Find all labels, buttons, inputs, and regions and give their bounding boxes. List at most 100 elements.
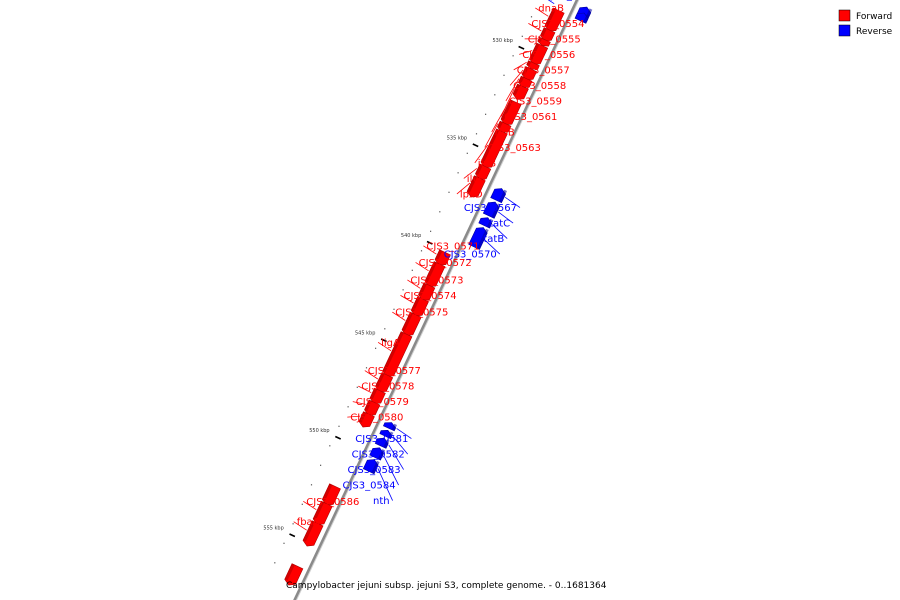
- gene-features: [284, 6, 593, 586]
- gene-shade: [522, 66, 529, 76]
- cjs3_0563-label: CJS3_0563: [488, 143, 541, 154]
- minor-tick-dot: [420, 250, 423, 252]
- gene-shade: [501, 99, 513, 121]
- gene-shade: [377, 449, 386, 461]
- label-leader-line: [400, 295, 414, 304]
- gene-shade: [540, 27, 547, 37]
- ilvh-label: ilvH: [467, 174, 486, 185]
- minor-ticks: [274, 16, 533, 564]
- gene-shade: [513, 84, 521, 96]
- liga-label: ligA: [381, 338, 400, 349]
- label-leader-line: [392, 311, 406, 321]
- minor-tick-dot: [411, 269, 413, 271]
- label-leader-line: [498, 211, 514, 224]
- label-leader-line: [377, 468, 393, 501]
- gene-shade: [364, 399, 372, 411]
- genome-backbone-highlight: [295, 0, 580, 600]
- cjs3_0586-gene: [312, 500, 333, 525]
- gene-shade: [359, 411, 367, 423]
- minor-tick-dot: [329, 445, 331, 447]
- tick-label: 535 kbp: [447, 136, 467, 142]
- fbaa-gene: [302, 520, 324, 547]
- cjs3_0557-label: CJS3_0557: [517, 65, 570, 76]
- label-leader-line: [352, 401, 366, 405]
- dnab-label: dnaB: [538, 3, 564, 14]
- label-leader-line: [456, 182, 471, 195]
- cjs3_0570-label: CJS3_0570: [444, 250, 497, 261]
- label-leader-line: [535, 7, 549, 17]
- genome-caption: Campylobacter jejuni subsp. jejuni S3, c…: [286, 581, 607, 591]
- liga-gene: [382, 331, 413, 377]
- cjs3_0573-label: CJS3_0573: [410, 275, 463, 286]
- tick-mark: [518, 45, 525, 50]
- gene-shade: [382, 331, 404, 372]
- label-leader-line: [293, 521, 307, 531]
- gene-shade: [476, 228, 489, 250]
- gene-shade: [537, 37, 543, 43]
- legend-reverse-swatch: [838, 24, 851, 37]
- gene-shade: [391, 423, 397, 431]
- label-leader-line: [484, 239, 501, 255]
- tick-mark: [289, 533, 296, 538]
- gene-shade: [529, 43, 540, 60]
- cjs3_0559-label: CJS3_0559: [509, 96, 562, 107]
- label-leader-line: [504, 196, 521, 208]
- minor-tick-dot: [530, 16, 533, 18]
- cjs3_0567-label: CJS3_0567: [464, 203, 517, 214]
- ilvb-gene: [480, 128, 508, 169]
- minor-tick-dot: [512, 55, 514, 57]
- label-leader-line: [491, 108, 506, 133]
- label-leader-line: [303, 500, 317, 511]
- label-leader-line: [484, 123, 499, 148]
- label-leader-line: [492, 224, 508, 239]
- tick-label: 540 kbp: [401, 233, 421, 239]
- minor-tick-dot: [274, 562, 276, 564]
- minor-tick-dot: [503, 74, 505, 76]
- minor-tick-dot: [439, 211, 441, 213]
- gene-shade: [583, 14, 590, 24]
- label-leader-line: [407, 279, 421, 289]
- gene-shade: [375, 372, 385, 388]
- cjs3_0584-label: CJS3_0584: [343, 481, 396, 492]
- minor-tick-dot: [347, 406, 349, 408]
- tatb-label: tatB: [483, 234, 504, 245]
- cjs3_0571-label: CJS3_0571: [426, 241, 479, 252]
- gene-shade: [475, 164, 483, 175]
- minor-tick-dot: [494, 94, 496, 96]
- minor-tick-dot: [466, 152, 468, 154]
- gene-shade: [526, 60, 532, 66]
- label-leader-line: [528, 23, 542, 32]
- cjs3_0579-label: CJS3_0579: [356, 397, 409, 408]
- cjs3_0555-label: CJS3_0555: [528, 34, 581, 45]
- cjs3_0554-label: CJS3_0554: [531, 19, 584, 30]
- cjs3_0575-gene: [401, 311, 422, 336]
- cjs3_0577-label: CJS3_0577: [368, 366, 421, 377]
- gene-shade: [303, 520, 315, 542]
- legend-forward-label: Forward: [856, 12, 892, 22]
- cjs3_0574-label: CJS3_0574: [404, 291, 457, 302]
- cjs3_0586-label: CJS3_0586: [306, 497, 359, 508]
- fbaa-label: fbaA: [297, 517, 320, 528]
- minor-tick-dot: [356, 386, 358, 388]
- label-leader-line: [383, 455, 399, 486]
- label-leader-line: [377, 341, 392, 352]
- ribb-gene: [500, 99, 522, 126]
- tick-mark: [380, 338, 387, 343]
- gene-shade: [491, 203, 501, 219]
- label-leader-line: [423, 245, 437, 255]
- gene-shade: [387, 431, 394, 439]
- genome-backbone: [293, 0, 579, 600]
- minor-tick-dot: [310, 484, 313, 486]
- cjs3_0572-gene: [424, 261, 446, 288]
- minor-tick-dot: [301, 503, 303, 505]
- tick-label: 545 kbp: [355, 331, 375, 337]
- minor-tick-dot: [338, 425, 340, 427]
- gene-shade: [425, 261, 437, 283]
- label-leader-line: [388, 444, 404, 470]
- label-leader-line: [474, 144, 489, 164]
- cjs3_0578-label: CJS3_0578: [361, 382, 414, 393]
- gene-shade: [518, 76, 524, 84]
- minor-tick-dot: [320, 464, 322, 466]
- cjs3_0552-label: CJS3_0552: [544, 0, 597, 2]
- label-leader-line: [347, 415, 361, 418]
